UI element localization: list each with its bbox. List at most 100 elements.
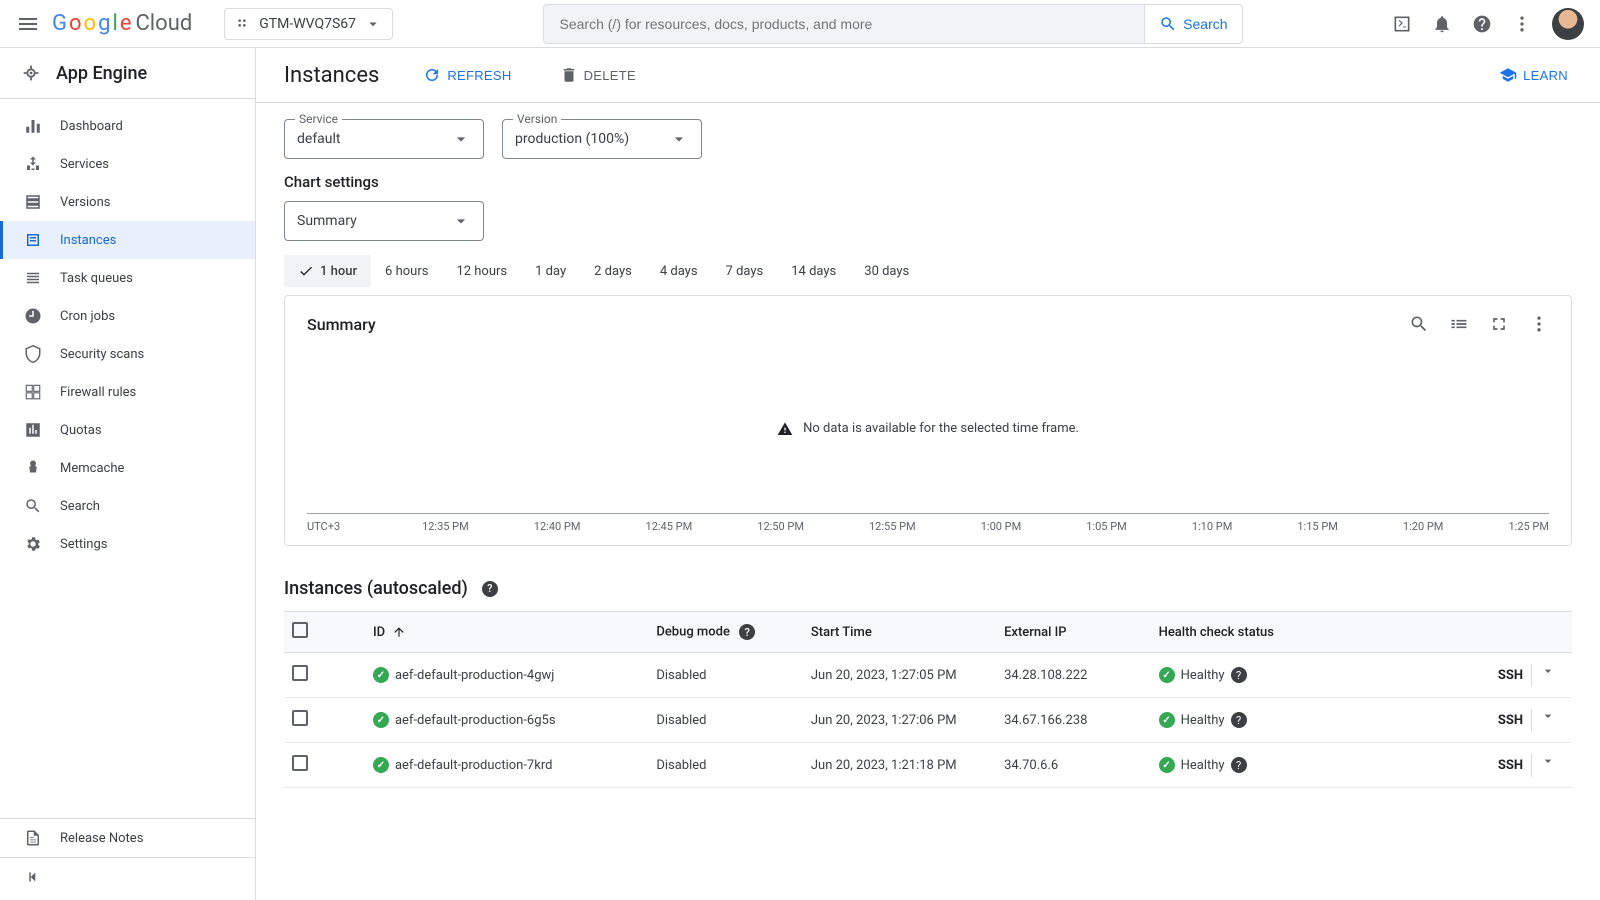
caret-down-icon <box>1540 708 1556 724</box>
sidebar-item-search[interactable]: Search <box>0 487 255 525</box>
chart-tick: 1:15 PM <box>1297 520 1337 533</box>
nav-icon <box>24 459 42 477</box>
ssh-button[interactable]: SSH <box>1490 709 1531 732</box>
avatar[interactable] <box>1552 8 1584 40</box>
page-header: Instances REFRESH DELETE LEARN <box>256 48 1600 103</box>
chart-tick: 1:05 PM <box>1086 520 1126 533</box>
cloud-shell-icon[interactable] <box>1392 14 1412 34</box>
help-icon[interactable]: ? <box>1231 757 1247 773</box>
learn-button[interactable]: LEARN <box>1495 62 1572 88</box>
nav-icon <box>24 231 42 249</box>
check-icon <box>298 263 314 279</box>
time-range-chip[interactable]: 1 day <box>521 255 580 287</box>
sidebar-item-versions[interactable]: Versions <box>0 183 255 221</box>
instance-id: aef-default-production-6g5s <box>395 713 556 728</box>
sidebar-item-dashboard[interactable]: Dashboard <box>0 107 255 145</box>
main: Instances REFRESH DELETE LEARN Service d… <box>256 48 1600 900</box>
start-time: Jun 20, 2023, 1:27:05 PM <box>803 653 996 698</box>
zoom-icon[interactable] <box>1409 314 1429 334</box>
chart-title: Summary <box>307 315 376 334</box>
time-range-chip[interactable]: 6 hours <box>371 255 442 287</box>
status-ok-icon <box>373 712 389 728</box>
ssh-dropdown[interactable] <box>1531 664 1564 687</box>
help-icon[interactable]: ? <box>1231 667 1247 683</box>
sort-asc-icon[interactable] <box>392 625 406 639</box>
service-select[interactable]: Service default <box>284 119 484 159</box>
health-label: Healthy <box>1181 713 1225 728</box>
time-range-chip[interactable]: 4 days <box>646 255 712 287</box>
time-range-chip[interactable]: 30 days <box>850 255 923 287</box>
select-all-checkbox[interactable] <box>292 622 308 638</box>
fullscreen-icon[interactable] <box>1489 314 1509 334</box>
ssh-button[interactable]: SSH <box>1490 754 1531 777</box>
sidebar-item-cron-jobs[interactable]: Cron jobs <box>0 297 255 335</box>
nav-icon <box>24 421 42 439</box>
logo[interactable]: Google Cloud <box>52 11 192 36</box>
caret-down-icon <box>451 129 471 149</box>
caret-down-icon <box>1540 663 1556 679</box>
delete-icon <box>560 66 578 84</box>
debug-mode: Disabled <box>648 653 803 698</box>
help-icon[interactable]: ? <box>739 624 755 640</box>
more-vert-icon[interactable] <box>1512 14 1532 34</box>
nav-icon <box>24 269 42 287</box>
search-input[interactable] <box>543 4 1145 44</box>
notifications-icon[interactable] <box>1432 14 1452 34</box>
nav-icon <box>24 497 42 515</box>
refresh-button[interactable]: REFRESH <box>419 62 515 88</box>
project-id: GTM-WVQ7S67 <box>259 16 356 32</box>
help-icon[interactable]: ? <box>482 581 498 597</box>
ssh-dropdown[interactable] <box>1531 754 1564 777</box>
start-time: Jun 20, 2023, 1:27:06 PM <box>803 698 996 743</box>
sidebar-item-release-notes[interactable]: Release Notes <box>0 819 255 857</box>
sidebar-item-instances[interactable]: Instances <box>0 221 255 259</box>
row-checkbox[interactable] <box>292 665 308 681</box>
chart-more-icon[interactable] <box>1529 314 1549 334</box>
table-row: aef-default-production-4gwjDisabledJun 2… <box>284 653 1572 698</box>
ssh-button[interactable]: SSH <box>1490 664 1531 687</box>
help-icon[interactable]: ? <box>1231 712 1247 728</box>
sidebar-item-services[interactable]: Services <box>0 145 255 183</box>
time-range-chip[interactable]: 14 days <box>777 255 850 287</box>
nav-icon <box>24 155 42 173</box>
sidebar-item-firewall-rules[interactable]: Firewall rules <box>0 373 255 411</box>
sidebar-item-security-scans[interactable]: Security scans <box>0 335 255 373</box>
collapse-sidebar-button[interactable] <box>0 857 255 900</box>
logo-cloud-label: Cloud <box>135 11 192 36</box>
time-range-chip[interactable]: 1 hour <box>284 255 371 287</box>
help-icon[interactable] <box>1472 14 1492 34</box>
status-ok-icon <box>373 667 389 683</box>
page-title: Instances <box>284 63 379 88</box>
ssh-dropdown[interactable] <box>1531 709 1564 732</box>
sidebar-item-task-queues[interactable]: Task queues <box>0 259 255 297</box>
external-ip: 34.67.166.238 <box>996 698 1151 743</box>
sidebar-item-settings[interactable]: Settings <box>0 525 255 563</box>
time-range-chip[interactable]: 7 days <box>712 255 778 287</box>
sidebar-header[interactable]: App Engine <box>0 48 255 99</box>
row-checkbox[interactable] <box>292 710 308 726</box>
version-select[interactable]: Version production (100%) <box>502 119 702 159</box>
time-range-chip[interactable]: 12 hours <box>442 255 521 287</box>
chart-settings-select[interactable]: Summary <box>284 201 484 241</box>
project-picker[interactable]: GTM-WVQ7S67 <box>224 8 393 40</box>
sidebar-item-quotas[interactable]: Quotas <box>0 411 255 449</box>
caret-down-icon <box>364 15 382 33</box>
chart-tick: 1:25 PM <box>1508 520 1548 533</box>
chart-tick: 12:35 PM <box>422 520 469 533</box>
chart-area: No data is available for the selected ti… <box>307 344 1549 514</box>
instance-id: aef-default-production-7krd <box>395 758 552 773</box>
status-ok-icon <box>1159 757 1175 773</box>
nav-icon <box>24 193 42 211</box>
delete-button[interactable]: DELETE <box>556 62 640 88</box>
start-time: Jun 20, 2023, 1:21:18 PM <box>803 743 996 788</box>
menu-icon[interactable] <box>16 12 40 36</box>
nav-icon <box>24 117 42 135</box>
row-checkbox[interactable] <box>292 755 308 771</box>
search-button[interactable]: Search <box>1144 4 1242 44</box>
caret-down-icon <box>451 211 471 231</box>
legend-icon[interactable] <box>1449 314 1469 334</box>
time-range-chip[interactable]: 2 days <box>580 255 646 287</box>
sidebar-item-memcache[interactable]: Memcache <box>0 449 255 487</box>
nav-icon <box>24 383 42 401</box>
debug-mode: Disabled <box>648 743 803 788</box>
